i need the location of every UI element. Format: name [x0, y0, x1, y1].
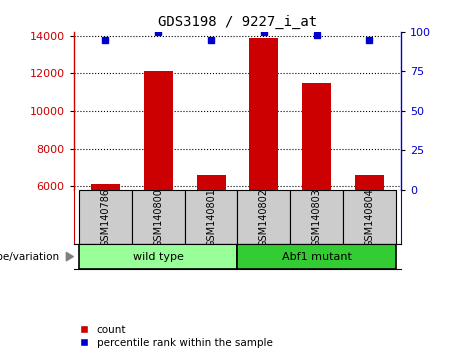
- Bar: [91, 184, 120, 190]
- Bar: [237, 244, 396, 269]
- Text: GSM140786: GSM140786: [100, 188, 111, 247]
- Text: GSM140800: GSM140800: [153, 188, 163, 246]
- Text: GSM140804: GSM140804: [364, 188, 374, 246]
- Text: GSM140803: GSM140803: [312, 188, 322, 246]
- Text: wild type: wild type: [133, 252, 183, 262]
- Text: GSM140802: GSM140802: [259, 188, 269, 247]
- Legend: count, percentile rank within the sample: count, percentile rank within the sample: [79, 324, 273, 349]
- Bar: [343, 190, 396, 244]
- Bar: [79, 244, 237, 269]
- Bar: [237, 190, 290, 244]
- Text: genotype/variation: genotype/variation: [0, 252, 60, 262]
- Bar: [249, 38, 278, 190]
- Title: GDS3198 / 9227_i_at: GDS3198 / 9227_i_at: [158, 15, 317, 29]
- Bar: [79, 190, 132, 244]
- Bar: [355, 175, 384, 190]
- Bar: [132, 190, 184, 244]
- Bar: [184, 190, 237, 244]
- Bar: [196, 175, 225, 190]
- Text: GSM140801: GSM140801: [206, 188, 216, 246]
- Bar: [290, 190, 343, 244]
- Text: Abf1 mutant: Abf1 mutant: [282, 252, 352, 262]
- Bar: [302, 83, 331, 190]
- Bar: [144, 72, 173, 190]
